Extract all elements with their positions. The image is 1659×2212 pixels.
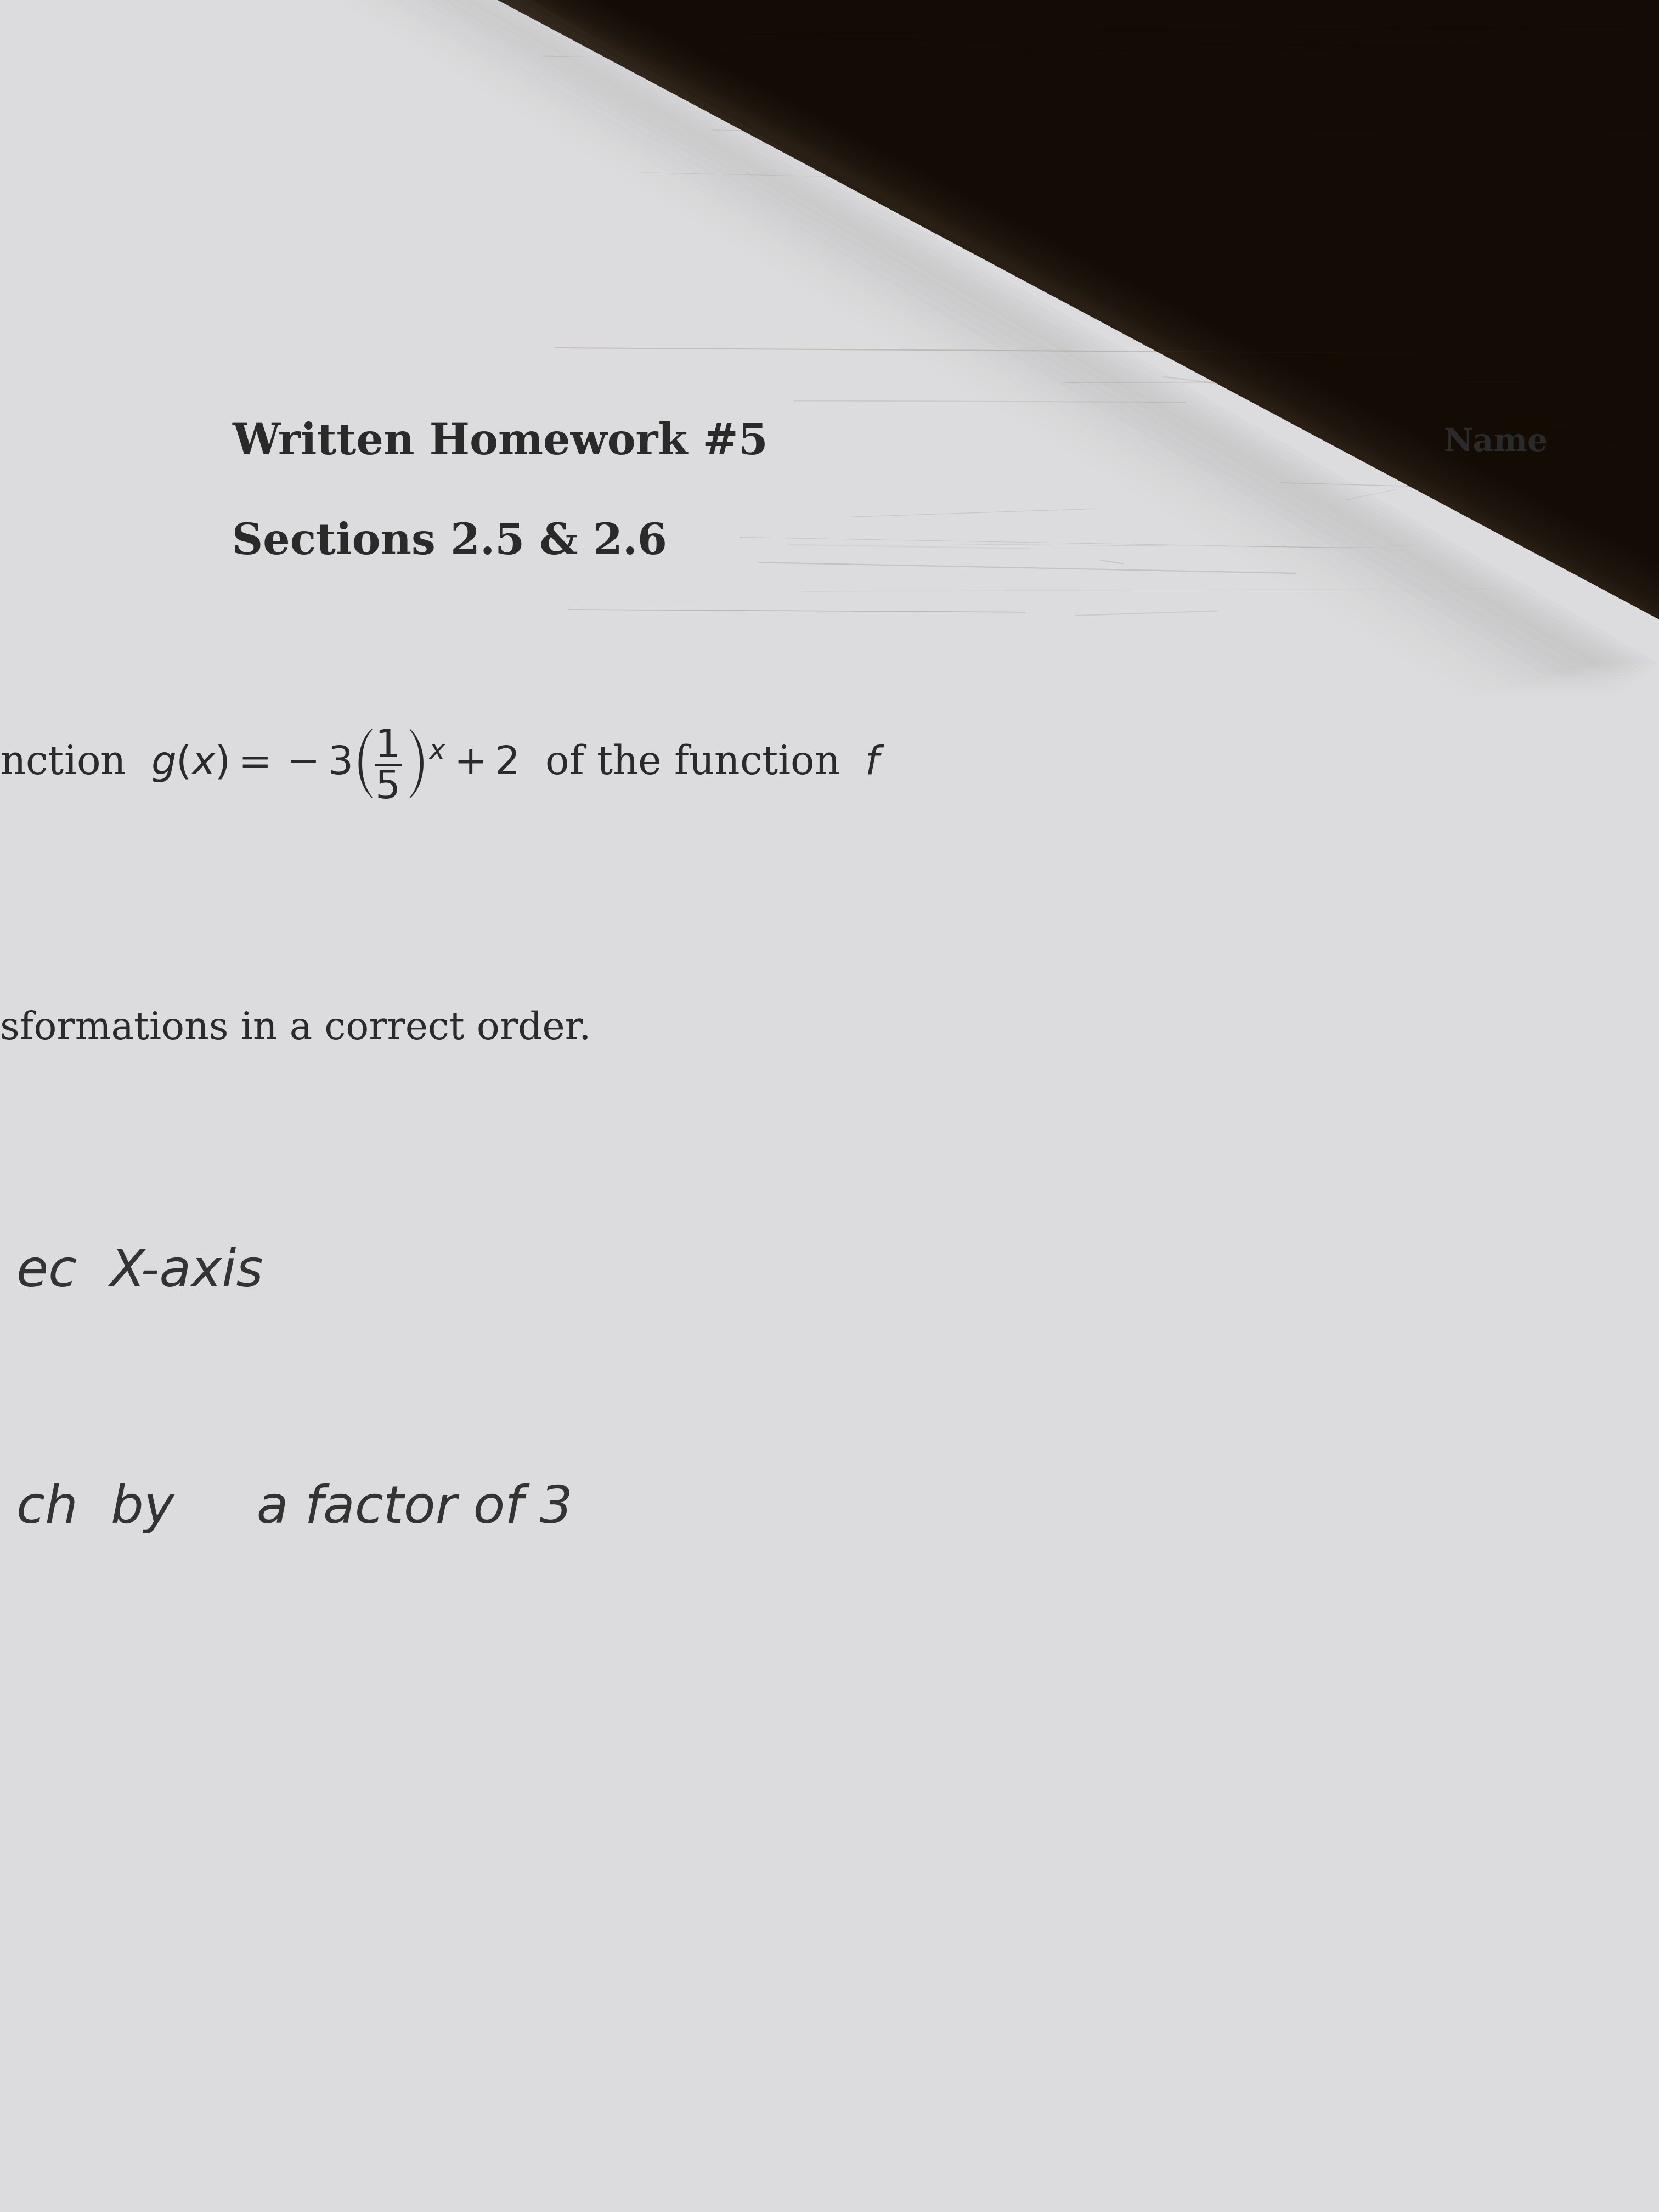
Text: Name: Name [1443, 427, 1548, 458]
Text: ch  by     a factor of 3: ch by a factor of 3 [17, 1484, 572, 1533]
Text: Sections 2.5 & 2.6: Sections 2.5 & 2.6 [232, 522, 667, 562]
Text: sformations in a correct order.: sformations in a correct order. [0, 1011, 591, 1046]
Text: ec  X-axis: ec X-axis [17, 1248, 264, 1296]
Polygon shape [498, 0, 1659, 619]
Text: nction  $g\left(x\right)=-3\left(\dfrac{1}{5}\right)^{x}+2$  of the function  $f: nction $g\left(x\right)=-3\left(\dfrac{1… [0, 728, 884, 799]
Polygon shape [508, 0, 1659, 611]
Polygon shape [503, 0, 1659, 615]
Polygon shape [498, 0, 1659, 619]
Text: Written Homework #5: Written Homework #5 [232, 422, 768, 462]
